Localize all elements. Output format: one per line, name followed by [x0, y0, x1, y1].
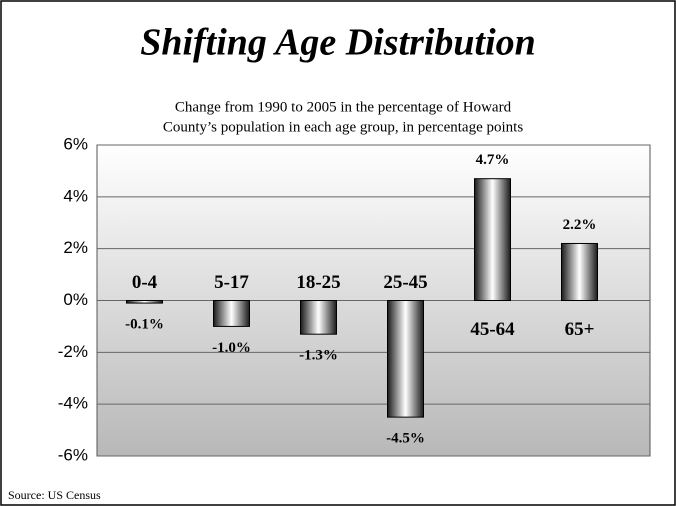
category-label: 5-17 — [214, 272, 249, 293]
bar — [387, 300, 424, 418]
category-label: 0-4 — [132, 272, 158, 293]
subtitle: County’s population in each age group, i… — [163, 119, 523, 135]
bar — [300, 300, 337, 335]
y-tick-label: -2% — [58, 342, 88, 361]
bar — [561, 242, 598, 302]
y-tick-label: 4% — [63, 186, 88, 205]
data-label: 4.7% — [476, 152, 510, 168]
data-label: -1.0% — [212, 340, 251, 356]
category-label: 45-64 — [470, 319, 515, 340]
data-label: -0.1% — [125, 317, 164, 333]
data-label: -4.5% — [386, 431, 425, 447]
category-label: 65+ — [565, 319, 595, 340]
bar — [474, 178, 511, 301]
chart-title: Shifting Age Distribution — [140, 22, 536, 64]
y-tick-label: 2% — [63, 238, 88, 257]
y-tick-label: -4% — [58, 394, 88, 413]
data-label: 2.2% — [563, 217, 597, 233]
source: Source: US Census — [8, 488, 101, 502]
category-label: 25-45 — [383, 272, 427, 293]
bar — [213, 300, 250, 327]
y-tick-label: -6% — [58, 445, 88, 464]
y-tick-label: 0% — [63, 290, 88, 309]
category-label: 18-25 — [296, 272, 340, 293]
bar — [126, 300, 163, 304]
y-tick-label: 6% — [63, 134, 88, 153]
data-label: -1.3% — [299, 348, 338, 364]
subtitle: Change from 1990 to 2005 in the percenta… — [175, 99, 512, 115]
